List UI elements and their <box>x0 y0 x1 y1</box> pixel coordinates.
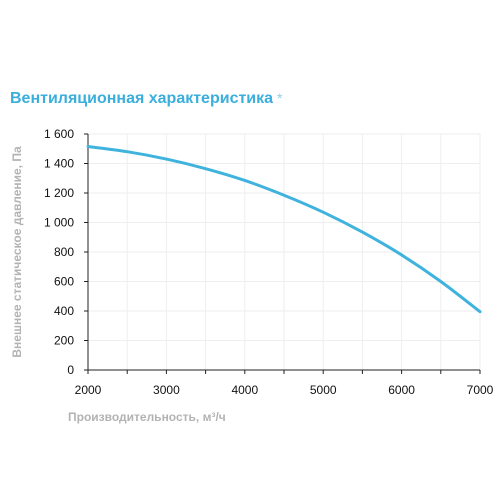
grid-lines <box>88 133 481 370</box>
y-tick-label: 1 400 <box>44 157 74 171</box>
y-tick-label: 400 <box>54 304 74 318</box>
series-lines <box>86 145 482 314</box>
x-axis-title-text: Производительность, м³/ч <box>68 410 226 424</box>
y-tick-label: 600 <box>54 275 74 289</box>
x-axis-title: Производительность, м³/ч <box>68 410 226 424</box>
series-line <box>86 145 482 314</box>
y-tick-label: 800 <box>54 245 74 259</box>
y-tick-label: 1 600 <box>44 127 74 141</box>
tick-labels: 0 200 400 600 800 1 000 1 200 1 400 1 600 2000 300… <box>44 127 494 397</box>
chart-title: Вентиляционная характеристика * <box>10 90 283 108</box>
y-axis-title: Внешнее статическое давление, Па <box>10 146 24 358</box>
chart-title-asterisk: * <box>277 90 283 106</box>
y-tick-label: 0 <box>67 363 74 377</box>
y-tick-label: 200 <box>54 334 74 348</box>
x-tick-label: 5000 <box>310 383 337 397</box>
x-tick-label: 6000 <box>388 383 415 397</box>
x-tick-label: 2000 <box>75 383 102 397</box>
y-tick-label: 1 200 <box>44 186 74 200</box>
x-tick-label: 7000 <box>467 383 494 397</box>
x-tick-label: 3000 <box>153 383 180 397</box>
chart-title-text: Вентиляционная характеристика <box>10 90 274 107</box>
y-tick-label: 1 000 <box>44 216 74 230</box>
x-tick-label: 4000 <box>231 383 258 397</box>
